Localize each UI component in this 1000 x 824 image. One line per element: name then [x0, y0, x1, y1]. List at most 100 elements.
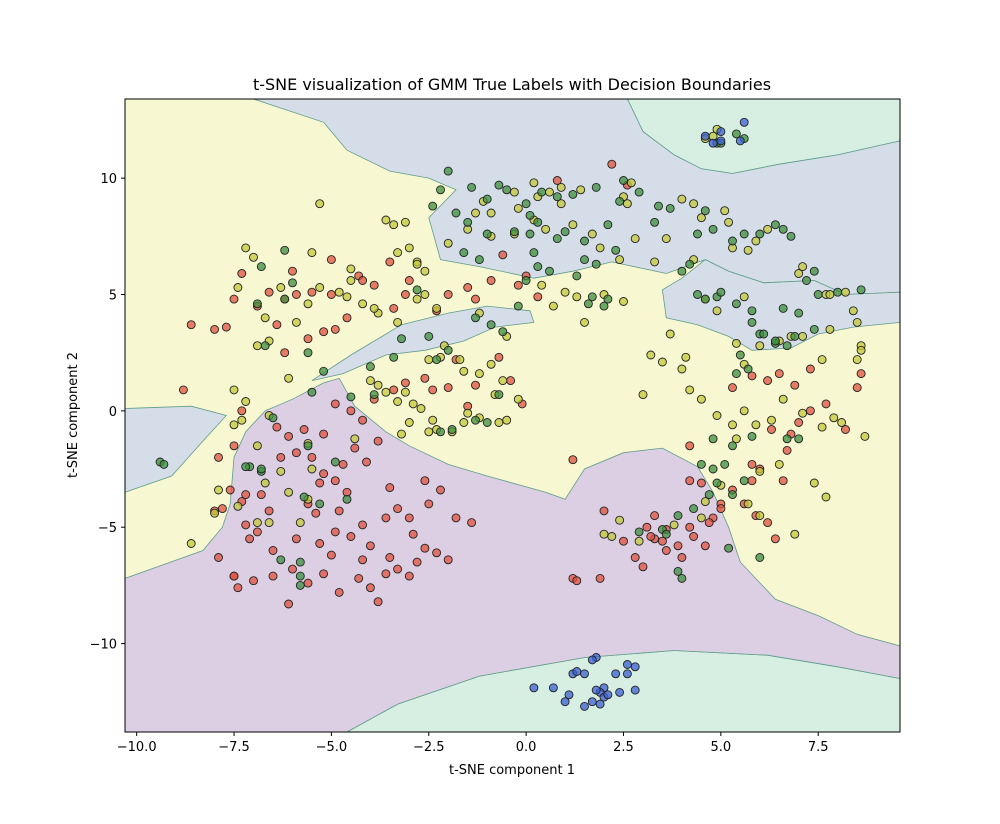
data-point-series-2 — [260, 341, 270, 351]
data-point-series-3 — [591, 685, 601, 695]
data-point-series-1 — [381, 387, 391, 397]
data-point-series-0 — [319, 469, 329, 479]
data-point-series-2 — [424, 331, 434, 341]
data-point-series-0 — [685, 522, 695, 532]
data-point-series-2 — [443, 166, 453, 176]
x-tick-label: −2.5 — [413, 740, 445, 755]
data-point-series-2 — [436, 427, 445, 437]
data-point-series-2 — [428, 201, 438, 211]
x-tick-label: 7.5 — [808, 740, 829, 755]
data-point-series-1 — [731, 338, 741, 348]
data-point-series-1 — [509, 187, 519, 197]
data-point-series-1 — [837, 418, 847, 427]
data-point-series-1 — [186, 539, 196, 548]
data-point-series-1 — [513, 394, 523, 404]
data-point-series-2 — [397, 334, 406, 344]
data-point-series-1 — [541, 224, 551, 234]
data-point-series-2 — [634, 187, 644, 197]
data-point-series-1 — [513, 203, 523, 213]
data-point-series-3 — [587, 697, 597, 707]
data-point-series-2 — [693, 290, 702, 299]
data-point-series-1 — [373, 380, 383, 390]
data-point-series-0 — [408, 529, 418, 539]
data-point-series-0 — [642, 522, 652, 532]
data-point-series-1 — [677, 194, 687, 204]
data-point-series-0 — [646, 532, 656, 541]
data-point-series-2 — [809, 324, 819, 334]
data-point-series-2 — [552, 192, 562, 202]
data-point-series-0 — [790, 380, 800, 390]
data-point-series-2 — [731, 369, 741, 379]
data-point-series-0 — [385, 553, 395, 562]
x-tick-label: 2.5 — [613, 740, 634, 755]
data-point-series-1 — [252, 518, 262, 528]
data-point-series-1 — [295, 518, 305, 528]
data-point-series-0 — [381, 569, 391, 579]
data-point-series-1 — [669, 520, 679, 530]
data-point-series-1 — [650, 257, 660, 267]
data-point-series-1 — [369, 303, 379, 313]
data-point-series-1 — [545, 187, 554, 197]
data-point-series-1 — [626, 178, 636, 188]
data-point-series-1 — [576, 185, 586, 195]
data-point-series-1 — [743, 499, 753, 509]
data-point-series-3 — [708, 138, 718, 148]
data-point-series-3 — [529, 683, 539, 693]
data-point-series-0 — [284, 431, 294, 441]
data-point-series-0 — [373, 597, 383, 607]
data-point-series-1 — [755, 341, 765, 351]
data-point-series-2 — [802, 276, 811, 285]
data-point-series-1 — [700, 497, 710, 507]
data-point-series-2 — [700, 206, 710, 216]
data-point-series-0 — [467, 518, 477, 528]
data-point-series-2 — [533, 217, 543, 227]
data-point-series-1 — [346, 276, 356, 285]
decision-region-blue_gray — [311, 305, 535, 381]
data-point-series-0 — [856, 369, 866, 379]
data-point-series-2 — [369, 390, 379, 400]
data-point-series-1 — [657, 357, 667, 367]
data-point-series-0 — [747, 459, 757, 469]
data-point-series-1 — [381, 215, 391, 225]
data-point-series-2 — [782, 434, 792, 444]
data-point-series-1 — [825, 324, 835, 334]
data-point-series-0 — [264, 506, 274, 516]
data-point-series-0 — [471, 380, 480, 390]
data-point-series-2 — [365, 362, 375, 372]
data-point-series-2 — [280, 245, 290, 255]
data-point-series-1 — [622, 199, 632, 209]
data-point-series-2 — [299, 492, 309, 502]
data-point-series-0 — [210, 324, 220, 334]
data-point-series-1 — [634, 536, 644, 546]
data-point-series-2 — [708, 224, 718, 234]
data-point-series-0 — [393, 564, 403, 574]
data-point-series-1 — [459, 366, 469, 376]
data-point-series-2 — [474, 255, 484, 265]
data-point-series-0 — [330, 399, 340, 409]
data-point-series-2 — [545, 266, 554, 276]
data-points — [155, 117, 870, 711]
data-point-series-2 — [288, 278, 297, 288]
data-point-series-2 — [615, 196, 625, 206]
data-point-series-2 — [256, 262, 266, 272]
data-point-series-1 — [615, 515, 625, 525]
data-point-series-3 — [548, 683, 558, 693]
decision-region-purple — [125, 377, 900, 732]
data-point-series-0 — [657, 536, 667, 546]
data-point-series-2 — [735, 350, 745, 360]
data-point-series-1 — [724, 217, 734, 227]
data-point-series-0 — [272, 422, 282, 432]
data-point-series-0 — [412, 557, 422, 567]
data-point-series-0 — [358, 415, 368, 425]
data-point-series-2 — [307, 387, 317, 397]
data-point-series-2 — [661, 529, 671, 539]
data-point-series-1 — [595, 243, 605, 253]
data-point-series-3 — [622, 669, 632, 679]
data-point-series-0 — [299, 425, 309, 434]
data-point-series-0 — [385, 483, 395, 493]
data-point-series-2 — [268, 413, 278, 423]
data-point-series-0 — [432, 548, 442, 558]
data-point-series-1 — [358, 299, 368, 309]
data-point-series-2 — [482, 194, 492, 204]
data-point-series-0 — [229, 571, 239, 581]
